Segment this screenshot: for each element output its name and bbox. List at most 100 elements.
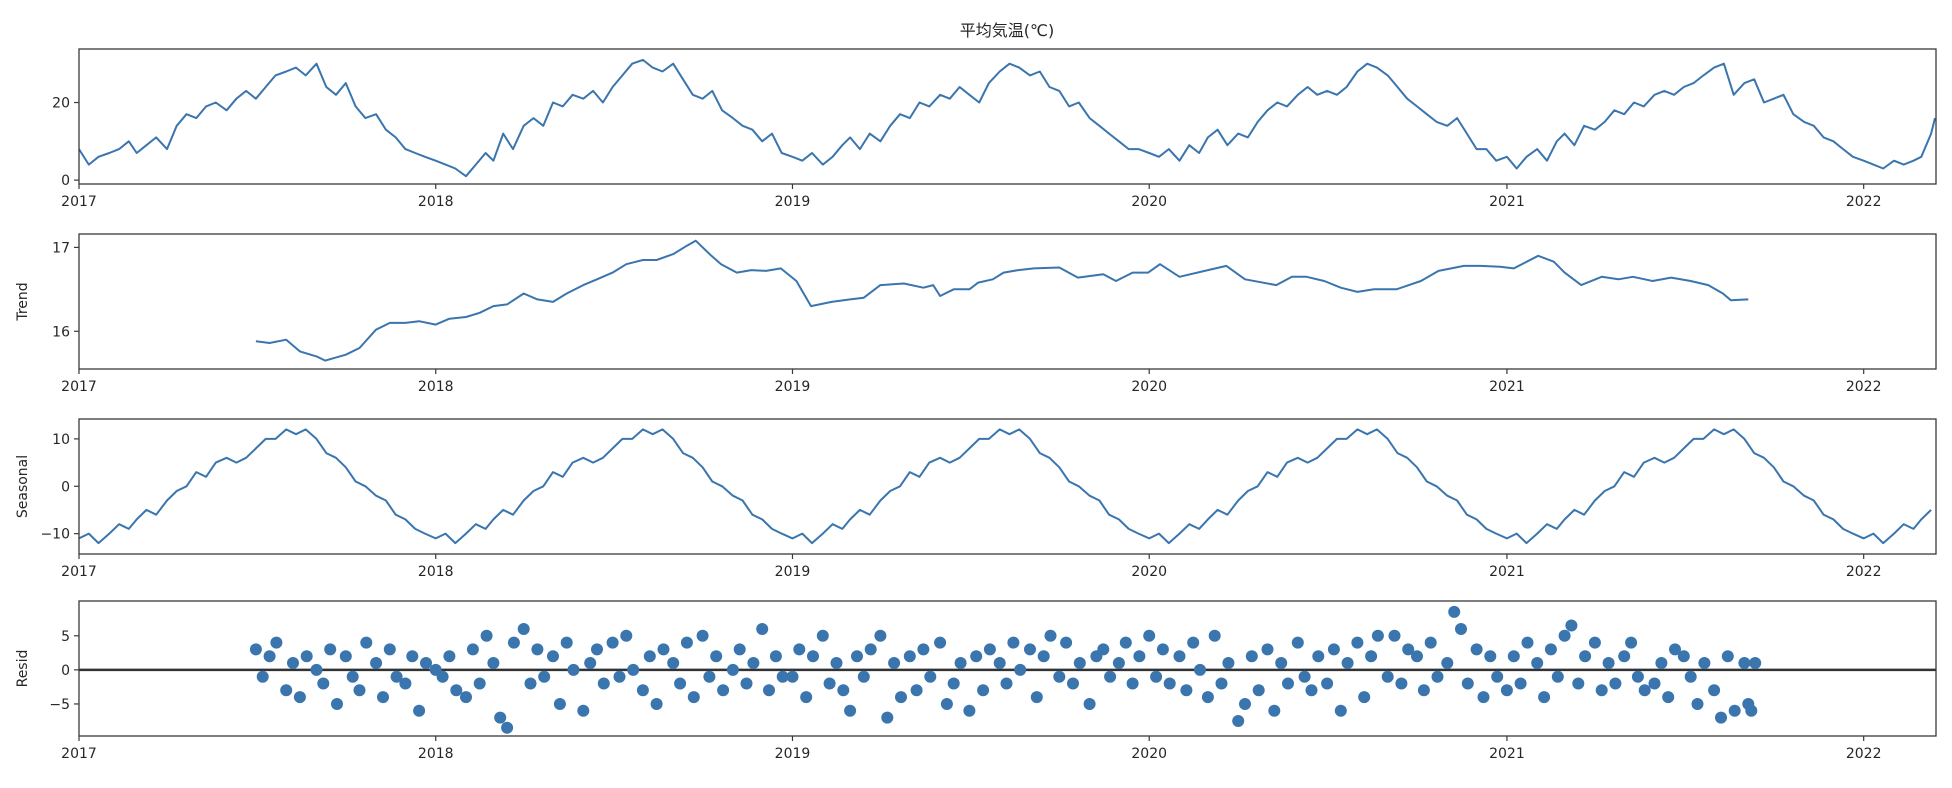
resid-point (857, 670, 870, 683)
resid-point (1521, 636, 1534, 649)
resid-point (406, 650, 419, 663)
trend-axes-frame (78, 233, 1937, 370)
x-tick-label: 2022 (1846, 379, 1882, 395)
resid-point (1007, 636, 1020, 649)
resid-point (324, 643, 337, 656)
observed-axes-frame (78, 48, 1937, 185)
resid-point (567, 663, 580, 676)
resid-point (1684, 670, 1697, 683)
resid-point (643, 650, 656, 663)
observed-panel: 0 20 2017 2018 2019 2020 2021 2022 (52, 48, 1937, 210)
resid-point (1625, 636, 1638, 649)
resid-point (1173, 650, 1186, 663)
resid-point (1662, 691, 1675, 704)
x-tick-label: 2020 (1131, 379, 1167, 395)
resid-point (1381, 670, 1394, 683)
resid-point (1083, 698, 1096, 710)
resid-point (816, 629, 829, 642)
resid-point (667, 657, 680, 669)
x-tick-label: 2021 (1489, 746, 1525, 762)
resid-point (1187, 636, 1200, 649)
resid-point (1024, 643, 1036, 656)
resid-point (1298, 670, 1311, 683)
resid-point (1738, 657, 1751, 669)
seasonal-panel: −10 0 10 2017 2018 2019 2020 2021 2022 Seasonal (15, 418, 1937, 580)
resid-point (1395, 677, 1408, 690)
resid-point (1470, 643, 1483, 656)
x-tick-label: 2019 (775, 746, 811, 762)
resid-point (1291, 636, 1304, 649)
resid-point (1411, 650, 1423, 663)
resid-point (346, 670, 359, 683)
resid-point (983, 643, 996, 656)
resid-point (517, 623, 530, 635)
resid-point (1261, 643, 1274, 656)
resid-point (553, 698, 566, 710)
seasonal-line (79, 428, 1932, 545)
resid-point (280, 684, 293, 697)
resid-point (1708, 684, 1721, 697)
resid-point (591, 643, 603, 656)
resid-point (800, 691, 813, 704)
x-tick-label: 2018 (418, 194, 454, 210)
resid-point (934, 636, 947, 649)
seasonal-y-axis-label: Seasonal (15, 455, 31, 518)
resid-point (1648, 677, 1661, 690)
resid-point (377, 691, 389, 704)
resid-point (674, 677, 687, 690)
resid-point (1104, 670, 1117, 683)
resid-point (687, 691, 700, 704)
resid-point (1544, 643, 1557, 656)
y-tick-label: 0 (61, 663, 70, 679)
resid-point (1677, 650, 1690, 663)
resid-point (1150, 670, 1163, 683)
resid-point (650, 698, 663, 710)
resid-point (1638, 684, 1651, 697)
resid-point (1321, 677, 1334, 690)
resid-point (317, 677, 330, 690)
resid-point (1014, 663, 1027, 676)
resid-point (1402, 643, 1415, 656)
y-tick-label: 16 (52, 324, 70, 340)
resid-point (1341, 657, 1354, 669)
resid-point (501, 721, 514, 734)
resid-point (910, 684, 923, 697)
resid-point (851, 650, 863, 663)
resid-point (293, 691, 306, 704)
trend-panel: 16 17 2017 2018 2019 2020 2021 2022 Trend (15, 233, 1937, 395)
resid-point (249, 643, 262, 656)
resid-point (1558, 629, 1571, 642)
resid-point (1067, 677, 1079, 690)
resid-point (733, 643, 746, 656)
x-tick-label: 2021 (1489, 379, 1525, 395)
resid-point (1588, 636, 1601, 649)
resid-point (1455, 623, 1467, 635)
resid-point (420, 657, 432, 669)
resid-point (830, 657, 843, 669)
resid-panel: −5 0 5 2017 2018 2019 2020 2021 2022 Resid (15, 600, 1937, 762)
resid-point (256, 670, 269, 683)
resid-point (786, 670, 799, 683)
seasonal-axes-frame (78, 418, 1937, 555)
x-tick-label: 2018 (418, 564, 454, 580)
resid-y-axis-label: Resid (15, 650, 31, 688)
resid-point (584, 657, 597, 669)
resid-point (263, 650, 276, 663)
resid-point (1030, 691, 1043, 704)
resid-point (597, 677, 610, 690)
resid-point (353, 684, 366, 697)
resid-point (1477, 691, 1490, 704)
resid-point (747, 657, 760, 669)
resid-point (917, 643, 930, 656)
resid-point (620, 629, 633, 642)
resid-point (1119, 636, 1132, 649)
resid-point (1745, 704, 1758, 717)
resid-point (1126, 677, 1139, 690)
x-tick-label: 2022 (1846, 194, 1882, 210)
resid-point (1222, 657, 1235, 669)
resid-point (1565, 619, 1578, 632)
resid-point (487, 657, 500, 669)
resid-point (717, 684, 730, 697)
resid-point (756, 623, 769, 635)
